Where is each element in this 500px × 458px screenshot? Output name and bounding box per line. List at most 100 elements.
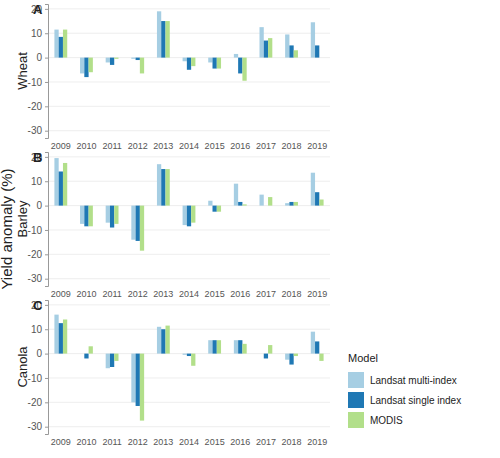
bar — [54, 158, 58, 206]
grid-line — [48, 181, 330, 182]
y-axis-line — [45, 301, 49, 435]
y-tick-label: 10 — [31, 176, 43, 187]
bar — [84, 206, 88, 227]
bar — [268, 345, 272, 354]
x-tick-label: 2009 — [51, 289, 71, 299]
y-axis-line — [45, 153, 49, 287]
y-tick-mark — [45, 181, 48, 182]
y-tick-mark — [45, 254, 48, 255]
y-tick: 0 — [36, 52, 48, 63]
x-tick: 2014 — [179, 138, 199, 151]
bar — [110, 58, 114, 65]
y-tick-mark — [45, 106, 48, 107]
legend-swatch — [348, 412, 364, 428]
grid — [48, 9, 330, 131]
bar — [131, 354, 135, 403]
x-tick-label: 2014 — [179, 289, 199, 299]
y-tick-mark — [45, 82, 48, 83]
y-tick-mark — [45, 9, 48, 10]
x-tick-label: 2012 — [128, 289, 148, 299]
legend-item: Landsat single index — [348, 392, 461, 408]
x-tick-label: 2018 — [282, 289, 302, 299]
bar — [285, 34, 289, 57]
bar — [140, 354, 144, 421]
grid-line — [48, 254, 330, 255]
x-tick-label: 2017 — [256, 289, 276, 299]
bar — [319, 200, 323, 206]
grid-line — [48, 8, 330, 9]
bar — [106, 206, 110, 223]
bar — [80, 206, 84, 224]
legend-swatch — [348, 372, 364, 388]
x-tick-label: 2017 — [256, 437, 276, 447]
bar — [285, 203, 289, 205]
panel-title: A — [33, 2, 43, 17]
bar — [311, 173, 315, 206]
bar — [136, 354, 140, 406]
panel-y-label: Wheat — [15, 52, 30, 90]
legend-label: Landsat single index — [370, 395, 461, 406]
bar — [213, 340, 217, 353]
y-tick-label: -30 — [28, 273, 43, 284]
panel-title: C — [33, 298, 43, 313]
x-tick: 2019 — [307, 286, 327, 299]
panel-title: B — [33, 150, 42, 165]
x-tick-label: 2019 — [307, 289, 327, 299]
y-axis: -30-20-1001020 — [28, 152, 49, 287]
bar — [234, 340, 238, 353]
x-tick: 2009 — [51, 286, 71, 299]
legend-label: MODIS — [370, 415, 403, 426]
bars — [54, 11, 319, 80]
y-tick: -30 — [28, 421, 48, 432]
y-tick: 10 — [31, 324, 48, 335]
bar — [84, 58, 88, 77]
x-tick-label: 2010 — [76, 289, 96, 299]
x-tick-label: 2014 — [179, 437, 199, 447]
bar — [315, 341, 319, 353]
bar — [294, 202, 298, 206]
x-tick: 2016 — [230, 286, 250, 299]
y-tick: 10 — [31, 28, 48, 39]
bar — [264, 205, 268, 206]
x-tick-label: 2009 — [51, 141, 71, 151]
y-tick-label: 0 — [36, 348, 42, 359]
grid-line — [48, 156, 330, 157]
bar — [161, 169, 165, 206]
bar — [294, 354, 298, 356]
panel-y-label: Canola — [15, 346, 30, 388]
x-tick-label: 2016 — [230, 141, 250, 151]
bar — [59, 37, 63, 58]
bar — [131, 58, 135, 59]
bar — [242, 344, 246, 354]
y-tick-label: -20 — [28, 101, 43, 112]
legend-label: Landsat multi-index — [370, 375, 457, 386]
bars — [54, 315, 323, 421]
x-tick: 2013 — [153, 286, 173, 299]
bar — [319, 57, 323, 58]
bar — [191, 58, 195, 67]
x-axis-line — [49, 434, 331, 435]
bar — [114, 354, 118, 361]
bar — [80, 353, 84, 354]
bar — [140, 58, 144, 74]
x-tick-label: 2009 — [51, 437, 71, 447]
x-tick-label: 2011 — [102, 289, 121, 299]
y-tick: -10 — [28, 373, 48, 384]
bar — [89, 206, 93, 227]
x-tick-label: 2017 — [256, 141, 276, 151]
grid — [48, 157, 330, 279]
x-tick-label: 2019 — [307, 141, 327, 151]
x-tick-label: 2018 — [282, 437, 302, 447]
y-tick: -20 — [28, 101, 48, 112]
y-tick: 0 — [36, 348, 48, 359]
bar — [208, 201, 212, 206]
x-tick: 2015 — [205, 138, 225, 151]
bar — [106, 58, 110, 63]
bar — [242, 58, 246, 81]
bar — [157, 11, 161, 57]
x-tick: 2012 — [128, 286, 148, 299]
bar — [114, 58, 118, 59]
bar — [136, 206, 140, 241]
bar — [315, 45, 319, 57]
x-tick: 2010 — [76, 138, 96, 151]
